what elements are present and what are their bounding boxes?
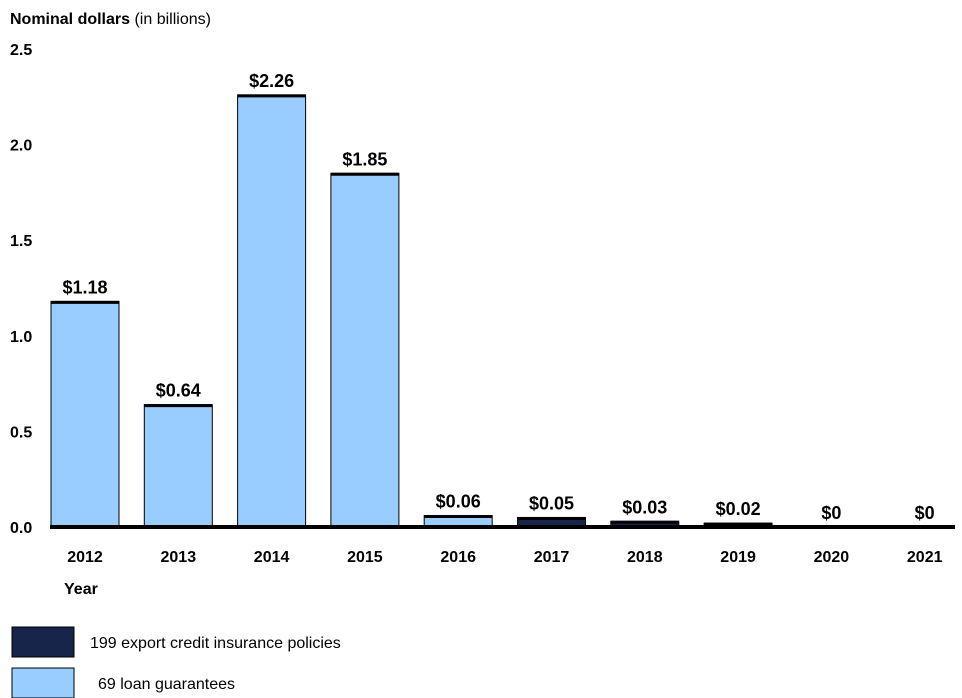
x-tick-label: 2017 <box>534 549 570 566</box>
legend-swatch <box>11 626 75 658</box>
x-tick-label: 2013 <box>161 549 197 566</box>
x-tick-label: 2019 <box>720 549 756 566</box>
data-label: $1.85 <box>342 149 387 169</box>
y-tick-label: 1.0 <box>10 329 32 346</box>
y-tick-label: 0.0 <box>10 520 32 537</box>
data-label: $0.05 <box>529 493 574 513</box>
data-label: $0.64 <box>156 381 201 401</box>
y-tick-label: 1.5 <box>10 233 32 250</box>
y-tick-labels: 0.0 0.5 1.0 1.5 2.0 2.5 <box>10 42 32 537</box>
y-axis-label-rest: (in billions) <box>130 11 211 28</box>
bar <box>50 300 120 528</box>
legend-label: 69 loan guarantees <box>98 676 235 693</box>
x-tick-label: 2020 <box>814 549 850 566</box>
y-axis-label-bold: Nominal dollars <box>10 11 130 28</box>
bar <box>143 404 213 528</box>
data-label: $0.02 <box>716 499 761 519</box>
y-tick-label: 2.0 <box>10 138 32 155</box>
data-label: $0.03 <box>622 497 667 517</box>
x-tick-label: 2018 <box>627 549 663 566</box>
data-label: $0.06 <box>436 492 481 512</box>
x-tick-label: 2016 <box>440 549 476 566</box>
x-tick-label: 2012 <box>67 549 103 566</box>
x-tick-label: 2021 <box>907 549 943 566</box>
data-label: $2.26 <box>249 71 294 91</box>
legend-swatch <box>11 667 75 698</box>
legend-label: 199 export credit insurance policies <box>90 635 341 652</box>
x-tick-label: 2015 <box>347 549 383 566</box>
bars <box>50 94 773 528</box>
y-axis-label: Nominal dollars (in billions) <box>10 11 211 28</box>
bar <box>237 94 307 528</box>
y-tick-label: 0.5 <box>10 424 32 441</box>
data-label: $1.18 <box>62 277 107 297</box>
x-axis-label: Year <box>64 581 98 598</box>
data-label: $0 <box>821 503 841 523</box>
data-labels: $1.18 $0.64 $2.26 $1.85 $0.06 $0.05 $0.03 $0.02… <box>62 71 934 523</box>
y-tick-label: 2.5 <box>10 42 32 59</box>
data-label: $0 <box>915 503 935 523</box>
x-tick-labels: 2012 2013 2014 2015 2016 2017 2018 2019 2020 2021 <box>67 549 942 566</box>
legend: 199 export credit insurance policies 69 l… <box>11 626 341 698</box>
x-tick-label: 2014 <box>254 549 290 566</box>
bar <box>330 172 400 528</box>
